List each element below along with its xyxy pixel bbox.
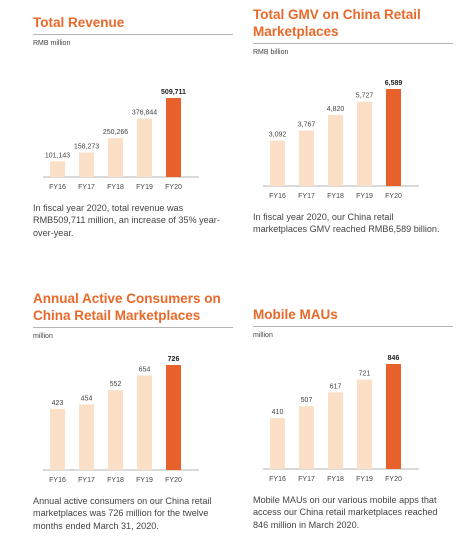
x-tick-label: FY19 (136, 477, 153, 484)
active-consumers-chart: 423 FY16 454 FY17 552 FY18 654 FY19 726 FY20 (33, 342, 233, 485)
chart-svg: 3,092 FY16 3,767 FY17 4,820 FY18 5,727 FY19 6,58… (263, 80, 419, 200)
x-tick-label: FY16 (269, 476, 286, 483)
bar-fy20 (386, 89, 401, 186)
x-tick-label: FY17 (298, 193, 315, 200)
x-tick-label: FY17 (298, 476, 315, 483)
chart-title: Mobile MAUs (253, 307, 338, 322)
unit-label: million (253, 332, 273, 339)
bar-fy20 (386, 364, 401, 469)
title-divider (33, 327, 233, 328)
x-tick-label: FY20 (165, 477, 182, 484)
data-label: 507 (301, 397, 313, 404)
data-label: 376,844 (132, 110, 157, 117)
revenue-chart: 101,143 FY16 158,273 FY17 250,266 FY18 376,844… (33, 49, 233, 192)
data-label: 721 (359, 371, 371, 378)
bar-fy16 (50, 161, 65, 177)
unit-label: million (33, 333, 53, 340)
data-label: 410 (272, 409, 284, 416)
data-label: 654 (139, 366, 151, 373)
active-consumers-panel: Annual Active Consumers on China Retail … (33, 290, 233, 532)
data-label: 5,727 (356, 93, 374, 100)
data-label: 846 (388, 355, 400, 362)
unit-label: RMB million (33, 40, 71, 47)
unit-label: RMB billion (253, 49, 289, 56)
data-label: 552 (110, 381, 122, 388)
x-tick-label: FY20 (165, 184, 182, 191)
bar-fy19 (357, 379, 372, 469)
data-label: 423 (52, 400, 64, 407)
bar-fy18 (108, 138, 123, 177)
x-tick-label: FY16 (49, 184, 66, 191)
mobile-maus-chart: 410 FY16 507 FY17 617 FY18 721 FY19 846 FY20 (253, 341, 453, 484)
x-tick-label: FY18 (327, 193, 344, 200)
x-tick-label: FY20 (385, 193, 402, 200)
data-label: 250,266 (103, 129, 128, 136)
x-tick-label: FY19 (356, 193, 373, 200)
x-tick-label: FY16 (49, 477, 66, 484)
title-divider (33, 34, 233, 35)
chart-svg: 423 FY16 454 FY17 552 FY18 654 FY19 726 FY20 (43, 356, 199, 484)
data-label: 6,589 (385, 80, 403, 87)
bar-fy16 (270, 418, 285, 469)
chart-title: Annual Active Consumers on China Retail … (33, 291, 221, 323)
title-divider (253, 326, 453, 327)
data-label: 726 (168, 356, 180, 363)
chart-title: Total GMV on China Retail Marketplaces (253, 7, 421, 39)
data-label: 454 (81, 395, 93, 402)
x-tick-label: FY18 (107, 184, 124, 191)
data-label: 101,143 (45, 152, 70, 159)
data-label: 509,711 (161, 89, 186, 96)
x-tick-label: FY18 (107, 477, 124, 484)
x-tick-label: FY17 (78, 184, 95, 191)
bar-fy18 (108, 390, 123, 470)
bar-fy17 (79, 404, 94, 470)
x-tick-label: FY16 (269, 193, 286, 200)
bar-fy19 (357, 101, 372, 186)
bar-fy16 (50, 408, 65, 470)
title-divider (253, 43, 453, 44)
x-tick-label: FY19 (136, 184, 153, 191)
bar-fy16 (270, 140, 285, 186)
data-label: 4,820 (327, 106, 345, 113)
mobile-maus-panel: Mobile MAUs million 410 FY16 507 FY17 617 FY1… (253, 306, 453, 531)
gmv-panel: Total GMV on China Retail Marketplaces R… (253, 6, 453, 236)
bar-fy17 (299, 406, 314, 469)
chart-svg: 410 FY16 507 FY17 617 FY18 721 FY19 846 FY20 (263, 355, 419, 483)
bar-fy19 (137, 118, 152, 177)
data-label: 158,273 (74, 143, 99, 150)
bar-fy20 (166, 365, 181, 470)
chart-description: Mobile MAUs on our various mobile apps t… (253, 495, 438, 530)
data-label: 3,092 (269, 131, 287, 138)
chart-description: In fiscal year 2020, total revenue was R… (33, 203, 220, 238)
x-tick-label: FY17 (78, 477, 95, 484)
chart-svg: 101,143 FY16 158,273 FY17 250,266 FY18 376,844… (43, 89, 199, 191)
x-tick-label: FY20 (385, 476, 402, 483)
bar-fy19 (137, 375, 152, 470)
bar-fy18 (328, 392, 343, 469)
bar-fy18 (328, 115, 343, 186)
x-tick-label: FY19 (356, 476, 373, 483)
chart-description: In fiscal year 2020, our China retail ma… (253, 212, 440, 235)
x-tick-label: FY18 (327, 476, 344, 483)
data-label: 3,767 (298, 122, 316, 129)
gmv-chart: 3,092 FY16 3,767 FY17 4,820 FY18 5,727 FY19 6,58… (253, 58, 453, 201)
chart-title: Total Revenue (33, 15, 125, 30)
chart-description: Annual active consumers on our China ret… (33, 496, 212, 531)
data-label: 617 (330, 383, 342, 390)
revenue-panel: Total Revenue RMB million 101,143 FY16 158… (33, 14, 233, 239)
bar-fy17 (79, 152, 94, 177)
bar-fy20 (166, 98, 181, 177)
bar-fy17 (299, 130, 314, 186)
